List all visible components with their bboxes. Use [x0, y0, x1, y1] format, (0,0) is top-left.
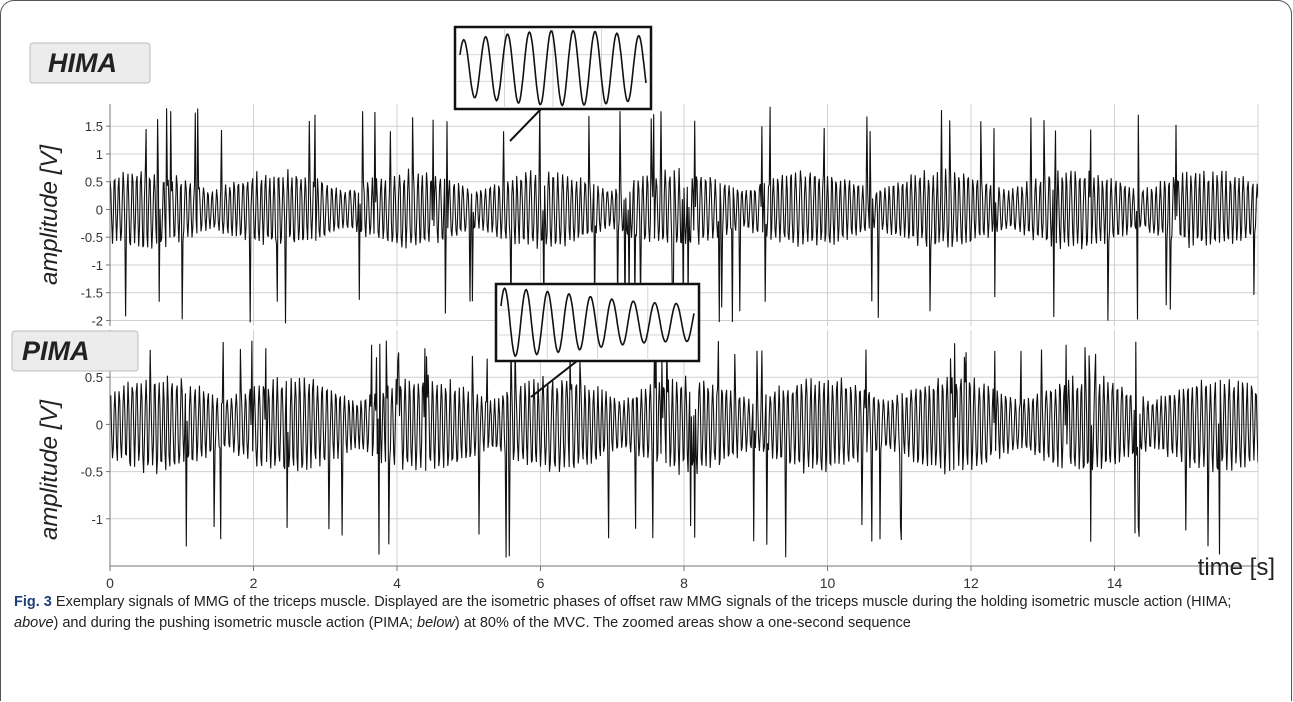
x-tick-label: 2 [250, 575, 258, 591]
y-tick-label: 0 [96, 417, 103, 432]
caption-text-3: ) at 80% of the MVC. The zoomed areas sh… [454, 615, 911, 631]
pima-y-ticks: 0.5 0 -0.5 -1 [81, 370, 110, 527]
hima-zoom-grid [456, 28, 650, 108]
pima-label-box [11, 330, 139, 372]
hima-label: HIMA [48, 48, 117, 78]
caption-label: Fig. 3 [14, 594, 52, 610]
y-tick-label: -2 [91, 313, 103, 328]
y-tick-label: 0.5 [85, 370, 103, 385]
x-tick-label: 6 [537, 575, 545, 591]
y-tick-label: -0.5 [81, 465, 103, 480]
y-tick-label: 1 [96, 147, 103, 162]
hima-zoom-signal [459, 29, 647, 107]
x-tick-label: 4 [393, 575, 401, 591]
pima-zoom-pointer [530, 360, 578, 398]
pima-panel: 0.5 0 -0.5 -1 0 2 4 6 8 10 12 14 PIMA amplitude [V… [11, 282, 1275, 591]
pima-x-axis-label: time [s] [1198, 554, 1275, 581]
figure-caption: Fig. 3 Exemplary signals of MMG of the t… [14, 592, 1276, 634]
pima-signal-line [110, 340, 1258, 558]
hima-panel: 1.5 1 0.5 0 -0.5 -1 -1.5 -2 HIMA amplitude [V] [29, 25, 1259, 328]
y-tick-label: -1.5 [81, 286, 103, 301]
y-tick-label: -1 [91, 512, 103, 527]
pima-y-axis-label: amplitude [V] [36, 399, 63, 540]
x-tick-label: 8 [680, 575, 688, 591]
y-tick-label: 0 [96, 202, 103, 217]
x-tick-label: 10 [820, 575, 836, 591]
hima-label-box [29, 42, 151, 84]
x-tick-label: 14 [1107, 575, 1123, 591]
y-tick-label: 0.5 [85, 175, 103, 190]
pima-label: PIMA [22, 336, 90, 366]
x-tick-label: 0 [106, 575, 114, 591]
hima-y-ticks: 1.5 1 0.5 0 -0.5 -1 -1.5 -2 [81, 119, 110, 328]
hima-zoom-pointer [509, 108, 542, 142]
y-tick-label: -1 [91, 258, 103, 273]
caption-below: below [417, 615, 455, 631]
pima-zoom-signal [500, 287, 695, 358]
x-tick-label: 12 [963, 575, 979, 591]
y-tick-label: -0.5 [81, 230, 103, 245]
caption-above: above [14, 615, 54, 631]
y-tick-label: 1.5 [85, 119, 103, 134]
hima-signal-line [110, 106, 1258, 324]
pima-x-ticks: 0 2 4 6 8 10 12 14 [106, 566, 1122, 591]
caption-text-2: ) and during the pushing isometric muscl… [53, 615, 417, 631]
caption-text-1: Exemplary signals of MMG of the triceps … [51, 594, 1232, 610]
hima-y-axis-label: amplitude [V] [36, 144, 63, 285]
